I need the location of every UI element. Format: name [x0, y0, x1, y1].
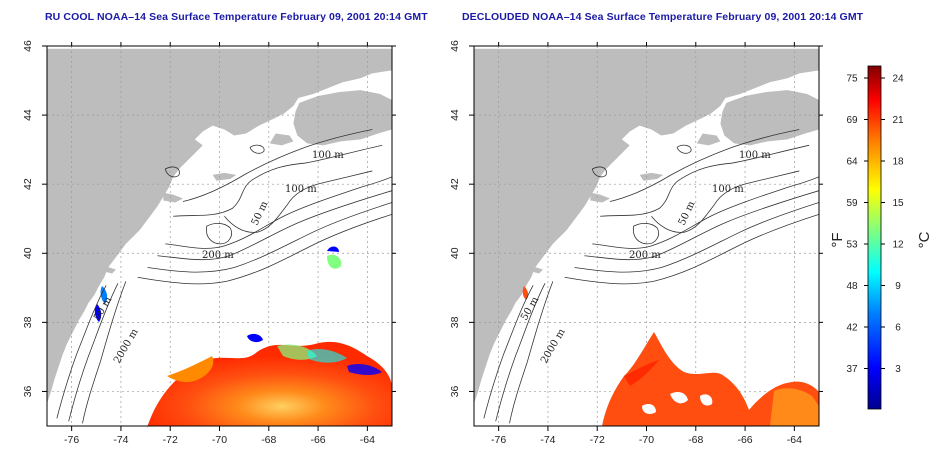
cb-celsius-label-7: 3 [895, 364, 901, 375]
cb-celsius-label-0: 24 [892, 74, 904, 85]
left-lon-tick-label-2: -72 [163, 434, 178, 446]
right-lon-tick-label-4: -68 [688, 434, 703, 446]
right-lat-tick-label-1: 38 [449, 316, 461, 328]
cb-celsius-label-4: 12 [892, 240, 904, 251]
celsius-unit-label: °C [916, 231, 933, 248]
cb-celsius-label-6: 6 [895, 323, 901, 334]
right-lat-tick-label-0: 36 [449, 385, 461, 397]
cb-fahrenheit-label-5: 48 [846, 281, 858, 292]
right-lon-tick-label-5: -66 [737, 434, 752, 446]
right-lon-tick-label-6: -64 [787, 434, 802, 446]
cb-celsius-label-3: 15 [892, 198, 904, 209]
cb-fahrenheit-label-2: 64 [846, 157, 858, 168]
left-lon-tick-label-3: -70 [212, 434, 227, 446]
left-map-title: RU COOL NOAA–14 Sea Surface Temperature … [45, 11, 428, 23]
sst-declouded-region [602, 332, 819, 426]
right-contour-label-100m-a: 100 m [739, 150, 771, 161]
left-lon-tick-label-4: -68 [261, 434, 276, 446]
right-lat-tick-label-3: 42 [449, 178, 461, 190]
right-contour-label-100m-b: 100 m [712, 184, 744, 195]
left-lat-tick-label-0: 36 [22, 385, 34, 397]
temperature-colorbar: 75 69 64 59 53 48 42 37 24 21 18 15 12 9 6 3 °F °C [829, 65, 933, 410]
right-lon-tick-label-2: -72 [590, 434, 605, 446]
cb-celsius-label-5: 9 [895, 281, 901, 292]
cb-fahrenheit-label-6: 42 [846, 323, 858, 334]
cb-fahrenheit-label-1: 69 [846, 115, 858, 126]
right-lat-tick-label-2: 40 [449, 247, 461, 259]
right-contour-label-200m: 200 m [629, 250, 661, 261]
colorbar-gradient [867, 65, 882, 410]
left-lon-tick-label-5: -66 [310, 434, 325, 446]
left-lat-tick-label-4: 44 [22, 109, 34, 121]
cb-fahrenheit-label-7: 37 [846, 364, 858, 375]
left-lat-tick-label-2: 40 [22, 247, 34, 259]
right-lon-tick-label-3: -70 [639, 434, 654, 446]
contour-label-100m-a: 100 m [312, 150, 344, 161]
left-lat-tick-label-5: 46 [22, 40, 34, 52]
right-lat-tick-label-4: 44 [449, 109, 461, 121]
left-lat-tick-label-1: 38 [22, 316, 34, 328]
left-lat-tick-label-3: 42 [22, 178, 34, 190]
left-lon-tick-label-6: -64 [360, 434, 375, 446]
right-lat-tick-label-5: 46 [449, 40, 461, 52]
right-lon-tick-label-0: -76 [491, 434, 506, 446]
cb-celsius-label-1: 21 [892, 115, 904, 126]
fahrenheit-unit-label: °F [829, 232, 846, 247]
right-map-title: DECLOUDED NOAA–14 Sea Surface Temperatur… [462, 11, 864, 23]
left-lon-tick-label-1: -74 [113, 434, 128, 446]
right-lon-tick-label-1: -74 [540, 434, 555, 446]
cb-fahrenheit-label-4: 53 [846, 240, 858, 251]
cb-fahrenheit-label-3: 59 [846, 198, 858, 209]
contour-label-100m-b: 100 m [285, 184, 317, 195]
cb-celsius-label-2: 18 [892, 157, 904, 168]
cb-fahrenheit-label-0: 75 [846, 74, 858, 85]
left-lon-tick-label-0: -76 [64, 434, 79, 446]
contour-label-200m: 200 m [202, 250, 234, 261]
